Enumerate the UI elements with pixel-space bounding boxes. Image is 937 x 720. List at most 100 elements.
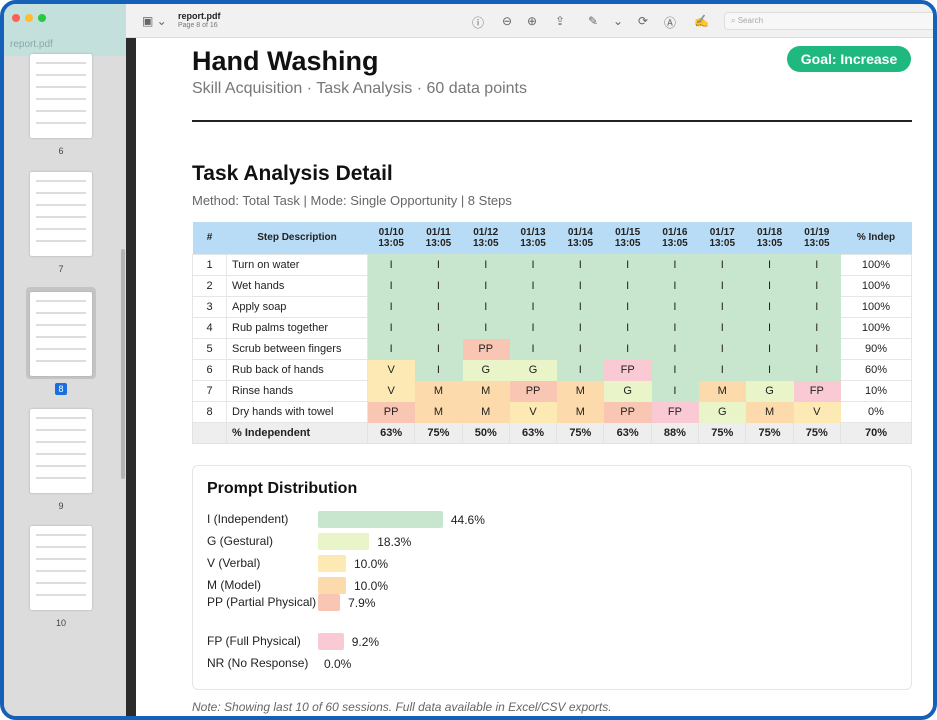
prompt-cell: I (603, 337, 652, 360)
thumb-line (36, 180, 86, 182)
thumb-line (36, 240, 86, 242)
step-description: Scrub between fingers (226, 337, 368, 360)
zoom-in-icon[interactable]: ⊕ (527, 14, 538, 28)
prompt-cell: I (698, 337, 747, 360)
prompt-cell: I (508, 295, 558, 318)
sidebar-scrollbar[interactable] (121, 249, 125, 479)
page-number-label[interactable]: 9 (58, 501, 64, 511)
col-date: 01/15 13:05 (603, 222, 652, 254)
prompt-cell: I (603, 274, 652, 297)
rotate-icon[interactable]: ⟳ (638, 14, 649, 28)
sidebar-toggle-icon[interactable]: ▣ ⌄ (142, 14, 167, 28)
prompt-cell: I (650, 358, 700, 381)
annotate-icon[interactable]: Ⓐ (664, 16, 677, 30)
markup-pen-icon[interactable]: ✎ (588, 14, 599, 28)
prompt-cell: I (414, 253, 463, 276)
date: 01/19 (804, 226, 830, 238)
step-description: Rinse hands (226, 379, 368, 402)
table-row: 2 Wet hands I I I I I I I I I I 100% (192, 274, 913, 297)
prompt-cell: FP (792, 379, 841, 402)
distribution-label: G (Gestural) (207, 534, 274, 549)
date: 01/12 (473, 226, 499, 238)
page-title: Hand Washing (192, 46, 379, 76)
row-pct: 100% (839, 274, 913, 297)
thumb-line (36, 477, 86, 479)
prompt-cell: V (366, 358, 416, 381)
row-pct: 100% (839, 253, 913, 276)
total-pct: 70% (839, 421, 913, 444)
prompt-cell: I (508, 316, 558, 339)
chevron-down-icon[interactable]: ⌄ (613, 14, 624, 28)
selected-page-number: 8 (55, 383, 67, 395)
section-title: Task Analysis Detail (192, 162, 393, 185)
step-number: 1 (192, 253, 227, 276)
thumb-line (36, 324, 86, 326)
prompt-cell: I (650, 253, 700, 276)
time: 13:05 (520, 237, 546, 249)
page-number-label[interactable]: 7 (58, 264, 64, 274)
prompt-cell: I (414, 274, 463, 297)
share-icon[interactable]: ⇪ (555, 14, 566, 28)
search-input[interactable]: ⌕ Search (724, 12, 933, 30)
col-date: 01/10 13:05 (367, 222, 415, 254)
prompt-cell: PP (508, 379, 558, 402)
session-pct: 88% (650, 421, 700, 444)
prompt-cell: I (366, 274, 416, 297)
info-icon[interactable]: ⓘ (472, 16, 485, 30)
prompt-cell: M (461, 379, 510, 402)
col-pct: % Indep (840, 222, 912, 254)
session-pct: 50% (461, 421, 510, 444)
prompt-cell: M (461, 400, 510, 423)
sidebar-divider[interactable] (126, 38, 136, 716)
close-button[interactable] (12, 14, 20, 22)
step-number: 3 (192, 295, 227, 318)
prompt-cell: I (792, 295, 841, 318)
session-pct: 63% (603, 421, 652, 444)
time: 13:05 (756, 237, 783, 249)
page-number-label[interactable]: 10 (55, 618, 66, 628)
distribution-bar (318, 577, 346, 594)
prompt-cell: I (745, 295, 794, 318)
prompt-cell: I (461, 274, 510, 297)
session-pct: 75% (556, 421, 605, 444)
page-thumbnail[interactable] (30, 292, 92, 376)
col-step: Step Description (226, 222, 368, 254)
page-thumbnail[interactable] (30, 54, 92, 138)
step-number: 7 (192, 379, 227, 402)
minimize-button[interactable] (25, 14, 33, 22)
signature-icon[interactable]: ✍ (694, 14, 709, 28)
footer-blank (192, 421, 227, 444)
page-number-label[interactable]: 8 (4, 383, 118, 395)
page-number-label[interactable]: 6 (58, 146, 64, 156)
zoom-out-icon[interactable]: ⊖ (502, 14, 513, 28)
page-thumbnail[interactable] (30, 526, 92, 610)
time: 13:05 (425, 237, 452, 249)
prompt-cell: G (461, 358, 510, 381)
page-subtitle: Skill Acquisition · Task Analysis · 60 d… (192, 80, 527, 97)
title-rule (192, 120, 912, 122)
row-pct: 10% (839, 379, 913, 402)
prompt-cell: I (508, 253, 558, 276)
footer-label: % Independent (226, 421, 368, 444)
prompt-cell: I (556, 358, 605, 381)
prompt-cell: I (792, 253, 841, 276)
pdf-page: Hand Washing Skill Acquisition · Task An… (136, 38, 933, 716)
prompt-cell: I (745, 337, 794, 360)
step-description: Apply soap (226, 295, 368, 318)
distribution-value: 7.9% (348, 595, 376, 610)
step-number: 6 (192, 358, 227, 381)
date: 01/13 (520, 226, 546, 238)
thumb-line (36, 122, 86, 124)
page-thumbnail[interactable] (30, 172, 92, 256)
thumb-line (36, 62, 86, 64)
prompt-cell: I (650, 379, 700, 402)
col-date: 01/11 13:05 (414, 222, 463, 254)
thumb-line (36, 360, 86, 362)
step-description: Wet hands (226, 274, 368, 297)
distribution-label: M (Model) (207, 578, 262, 593)
page-thumbnail[interactable] (30, 409, 92, 493)
distribution-value: 44.6% (450, 512, 485, 527)
zoom-button[interactable] (38, 14, 46, 22)
thumb-line (36, 192, 86, 194)
step-number: 4 (192, 316, 227, 339)
